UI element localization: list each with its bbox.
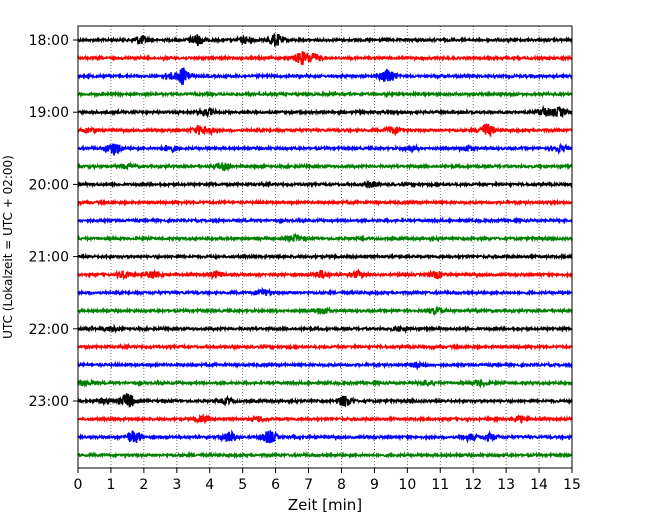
trace-1945 <box>77 161 573 172</box>
trace-2245 <box>77 378 573 389</box>
trace-2030 <box>77 216 573 225</box>
y-tick-label-2200: 22:00 <box>29 322 69 338</box>
trace-2330 <box>77 429 573 444</box>
trace-1830 <box>77 67 573 85</box>
x-tick-label-9: 9 <box>370 477 379 493</box>
x-axis-label: Zeit [min] <box>288 496 362 514</box>
x-tick-label-12: 12 <box>464 477 482 493</box>
trace-2315 <box>77 413 573 425</box>
trace-2130 <box>77 286 573 297</box>
trace-2200 <box>77 323 573 334</box>
y-tick-label-2100: 21:00 <box>29 250 69 266</box>
trace-1800 <box>77 33 573 47</box>
y-tick-label-2000: 20:00 <box>29 177 69 193</box>
x-tick-label-10: 10 <box>398 477 416 493</box>
trace-2230 <box>77 359 573 371</box>
trace-1915 <box>77 122 573 138</box>
y-tick-label-2300: 23:00 <box>29 394 69 410</box>
trace-2045 <box>77 232 573 244</box>
y-axis-ticks: 18:00 19:00 20:00 21:00 22:00 23:00 <box>29 33 78 410</box>
trace-1930 <box>77 142 573 156</box>
trace-2015 <box>77 198 573 207</box>
x-tick-label-11: 11 <box>431 477 449 493</box>
x-tick-label-2: 2 <box>139 477 148 493</box>
x-tick-label-8: 8 <box>337 477 346 493</box>
x-tick-label-13: 13 <box>497 477 515 493</box>
y-tick-label-1900: 19:00 <box>29 105 69 121</box>
trace-2000 <box>77 179 573 189</box>
x-tick-label-4: 4 <box>205 477 214 493</box>
trace-1845 <box>77 89 573 99</box>
y-axis-label: UTC (Lokalzeit = UTC + 02:00) <box>1 155 15 339</box>
x-axis-ticks: 0 1 2 3 4 5 6 7 8 9 10 11 12 13 14 15 <box>74 468 581 493</box>
seismogram-traces <box>77 33 573 460</box>
y-tick-label-1800: 18:00 <box>29 33 69 49</box>
plot-frame <box>77 25 573 469</box>
trace-1900 <box>77 104 573 119</box>
x-tick-label-6: 6 <box>271 477 280 493</box>
trace-2145 <box>77 305 573 317</box>
x-tick-label-7: 7 <box>304 477 313 493</box>
trace-2345 <box>77 450 573 460</box>
trace-2300 <box>77 393 573 408</box>
trace-1815 <box>77 51 573 66</box>
trace-2115 <box>77 268 573 281</box>
x-tick-label-14: 14 <box>530 477 548 493</box>
x-tick-label-5: 5 <box>238 477 247 493</box>
x-tick-label-3: 3 <box>172 477 181 493</box>
trace-2100 <box>77 252 573 261</box>
trace-2215 <box>77 342 573 352</box>
x-tick-label-0: 0 <box>74 477 83 493</box>
x-tick-label-1: 1 <box>106 477 115 493</box>
x-tick-label-15: 15 <box>563 477 581 493</box>
